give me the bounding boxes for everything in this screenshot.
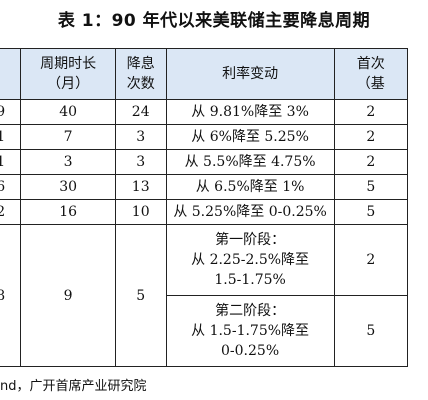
cell-duration: 3 bbox=[20, 149, 116, 175]
cell-cuts: 5 bbox=[114, 224, 167, 367]
cell-first-col: 8 bbox=[0, 224, 22, 367]
cell-first-col: 1 bbox=[0, 124, 22, 150]
cell-first-cut: 2 bbox=[333, 124, 409, 150]
cell-cuts: 3 bbox=[114, 124, 167, 150]
cell-duration: 16 bbox=[20, 199, 116, 225]
cell-rate-change: 从 5.5%降至 4.75% bbox=[165, 149, 335, 175]
cell-rate-change-stage2: 第二阶段： 从 1.5-1.75%降至 0-0.25% bbox=[165, 295, 335, 367]
header-row: 周期时长 （月） 降息 次数 利率变动 首次 （基 bbox=[0, 48, 409, 100]
cell-cuts: 10 bbox=[114, 199, 167, 225]
cell-rate-change: 从 6%降至 5.25% bbox=[165, 124, 335, 150]
header-rate-change: 利率变动 bbox=[165, 48, 335, 100]
table-title: 表 1：90 年代以来美联储主要降息周期 bbox=[57, 11, 371, 31]
table-row: 2 16 10 从 5.25%降至 0-0.25% 5 bbox=[0, 199, 409, 225]
cell-first-col: 9 bbox=[0, 99, 22, 125]
table-row: 1 3 3 从 5.5%降至 4.75% 2 bbox=[0, 149, 409, 175]
cell-duration: 40 bbox=[20, 99, 116, 125]
table-row: 8 9 5 第一阶段： 从 2.25-2.5%降至 1.5-1.75% 2 bbox=[0, 224, 409, 367]
cell-cuts: 3 bbox=[114, 149, 167, 175]
source-note: nd，广开首席产业研究院 bbox=[0, 379, 147, 394]
cell-cuts: 24 bbox=[114, 99, 167, 125]
cell-first-col: 2 bbox=[0, 199, 22, 225]
rate-cut-table: 周期时长 （月） 降息 次数 利率变动 首次 （基 9 40 24 从 9.81… bbox=[0, 48, 409, 367]
cell-cuts: 13 bbox=[114, 174, 167, 200]
cell-duration: 30 bbox=[20, 174, 116, 200]
cell-duration: 7 bbox=[20, 124, 116, 150]
cell-first-cut: 2 bbox=[333, 224, 409, 296]
header-cut-count: 降息 次数 bbox=[114, 48, 167, 100]
cell-rate-change: 从 9.81%降至 3% bbox=[165, 99, 335, 125]
cell-rate-change: 从 5.25%降至 0-0.25% bbox=[165, 199, 335, 225]
cell-duration: 9 bbox=[20, 224, 116, 367]
cell-first-cut: 5 bbox=[333, 199, 409, 225]
table-row: 第二阶段： 从 1.5-1.75%降至 0-0.25% 5 bbox=[0, 295, 409, 367]
header-first-col bbox=[0, 48, 22, 100]
cell-first-col: 6 bbox=[0, 174, 22, 200]
table-row: 1 7 3 从 6%降至 5.25% 2 bbox=[0, 124, 409, 150]
cell-rate-change-stage1: 第一阶段： 从 2.25-2.5%降至 1.5-1.75% bbox=[165, 224, 335, 296]
cell-first-cut: 5 bbox=[333, 174, 409, 200]
header-duration: 周期时长 （月） bbox=[20, 48, 116, 100]
cell-rate-change: 从 6.5%降至 1% bbox=[165, 174, 335, 200]
cell-first-col: 1 bbox=[0, 149, 22, 175]
cell-first-cut: 5 bbox=[333, 295, 409, 367]
header-first-cut: 首次 （基 bbox=[333, 48, 409, 100]
table-row: 9 40 24 从 9.81%降至 3% 2 bbox=[0, 99, 409, 125]
cell-first-cut: 2 bbox=[333, 99, 409, 125]
table-row: 6 30 13 从 6.5%降至 1% 5 bbox=[0, 174, 409, 200]
cell-first-cut: 2 bbox=[333, 149, 409, 175]
